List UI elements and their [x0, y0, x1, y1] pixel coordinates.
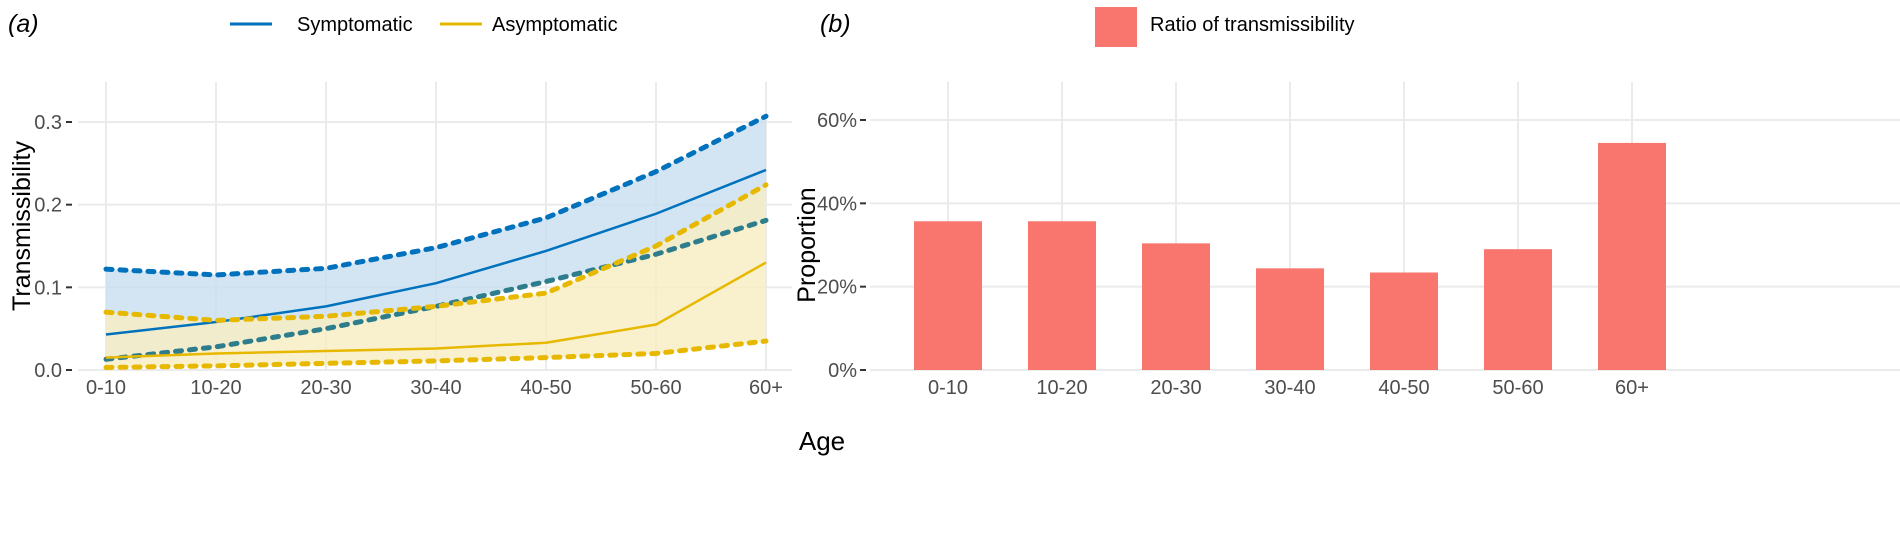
legend-ratio-label: Ratio of transmissibility — [1150, 14, 1355, 36]
lower-bound-asymptomatic — [103, 338, 769, 371]
y-axis-title: Proportion — [793, 187, 821, 302]
x-tick-label: 10-20 — [190, 377, 241, 399]
panel-b — [860, 82, 1900, 371]
x-tick-label: 50-60 — [1492, 377, 1543, 399]
x-tick-label: 40-50 — [520, 377, 571, 399]
x-tick-label: 0-10 — [86, 377, 126, 399]
y-tick-label: 0.1 — [34, 277, 62, 299]
y-tick-label: 0% — [828, 360, 857, 382]
panel-label-b: (b) — [820, 10, 851, 38]
confidence-band-symptomatic — [106, 116, 766, 360]
y-tick-label: 0.0 — [34, 360, 62, 382]
x-tick-label: 10-20 — [1036, 377, 1087, 399]
legend-asymptomatic-label: Asymptomatic — [492, 14, 618, 36]
confidence-band-asymptomatic — [106, 184, 766, 368]
bar-40-50 — [1370, 272, 1438, 370]
x-tick-label: 60+ — [1615, 377, 1649, 399]
bar-50-60 — [1484, 249, 1552, 370]
x-tick-label: 20-30 — [300, 377, 351, 399]
y-tick-label: 60% — [817, 110, 857, 132]
x-tick-label: 20-30 — [1150, 377, 1201, 399]
upper-bound-asymptomatic — [103, 182, 769, 323]
x-tick-label: 40-50 — [1378, 377, 1429, 399]
y-tick-label: 0.2 — [34, 195, 62, 217]
y-tick-label: 20% — [817, 277, 857, 299]
y-tick-label: 40% — [817, 193, 857, 215]
x-tick-label: 30-40 — [1264, 377, 1315, 399]
panel-a — [66, 82, 792, 371]
x-tick-label: 50-60 — [630, 377, 681, 399]
lower-bound-symptomatic — [103, 217, 769, 362]
y-axis-title: Transmissibility — [8, 141, 36, 311]
legend-ratio-swatch — [1095, 7, 1137, 47]
x-tick-label: 60+ — [749, 377, 783, 399]
bar-10-20 — [1028, 221, 1096, 370]
panel-label-a: (a) — [8, 10, 39, 38]
bar-20-30 — [1142, 243, 1210, 370]
bar-0-10 — [914, 221, 982, 370]
bar-30-40 — [1256, 268, 1324, 370]
x-tick-label: 0-10 — [928, 377, 968, 399]
bar-60+ — [1598, 142, 1666, 370]
x-axis-title: Age — [799, 426, 845, 456]
legend-symptomatic-label: Symptomatic — [297, 14, 413, 36]
upper-bound-symptomatic — [103, 113, 769, 278]
x-tick-label: 30-40 — [410, 377, 461, 399]
y-tick-label: 0.3 — [34, 112, 62, 134]
